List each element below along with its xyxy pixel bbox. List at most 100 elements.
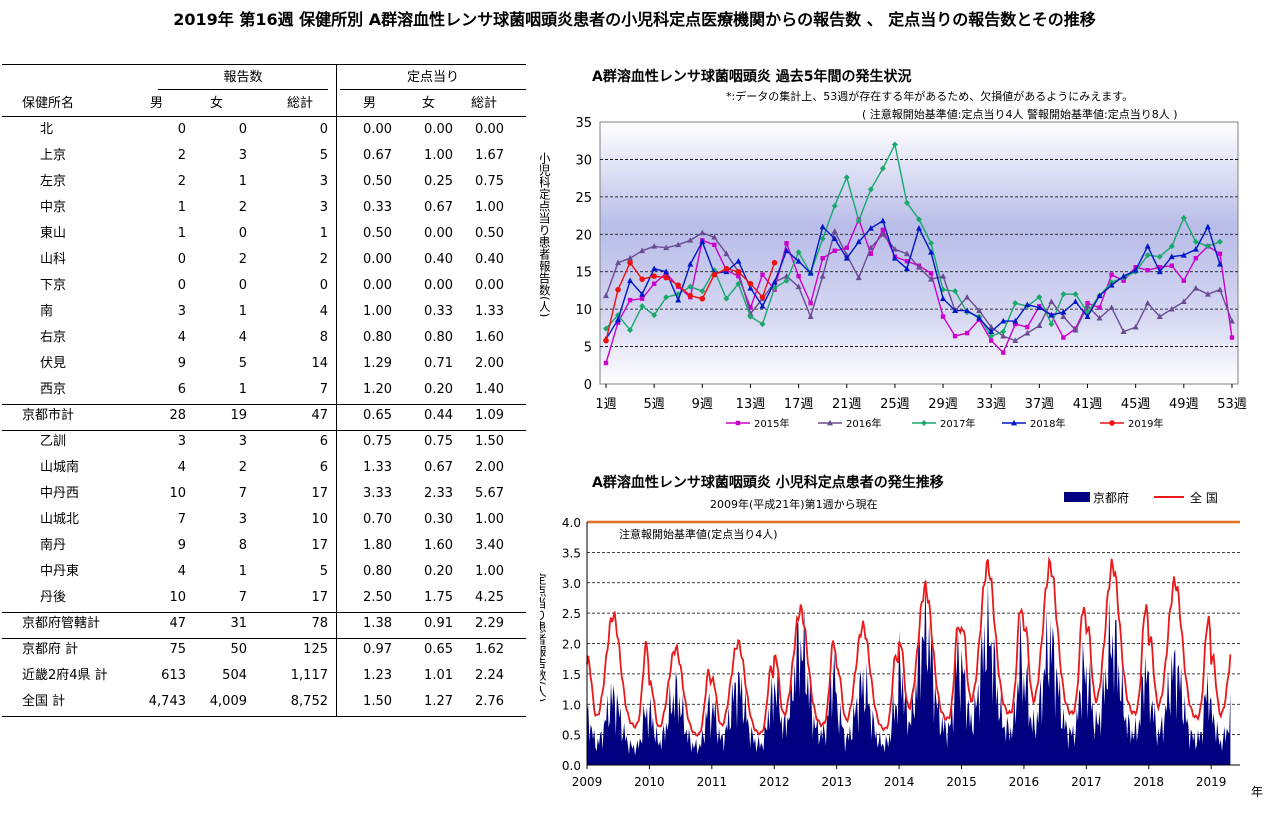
chart1-point	[795, 249, 802, 256]
chart1-point	[1180, 214, 1187, 221]
row-value: 0.00	[363, 252, 392, 267]
row-value: 0.20	[424, 382, 453, 397]
row-name: 近畿2府4県 計	[22, 668, 108, 683]
chart1-point	[1132, 267, 1139, 273]
row-value: 1.29	[363, 356, 392, 371]
chart1-point	[867, 186, 874, 193]
row-value: 0.65	[424, 642, 453, 657]
row-value: 50	[230, 642, 247, 657]
chart1-point	[964, 307, 971, 314]
row-value: 0.67	[424, 200, 453, 215]
chart1-point	[687, 237, 694, 243]
table-bottom-border	[2, 716, 526, 717]
chart1-point	[1061, 335, 1066, 340]
chart1-point	[747, 284, 754, 291]
row-value: 3	[177, 434, 186, 449]
chart1-point	[1144, 299, 1151, 306]
chart1-point	[989, 338, 994, 343]
chart1-point	[928, 276, 935, 282]
row-value: 1.00	[475, 564, 504, 579]
row-value: 2.50	[363, 590, 392, 605]
row-name: 山城北	[40, 512, 80, 527]
chart1-point	[820, 256, 825, 261]
chart1-point	[1060, 313, 1067, 320]
chart1-point	[1097, 305, 1102, 310]
row-name: 南丹	[40, 538, 67, 553]
chart1-point	[940, 295, 947, 302]
chart1-point	[1048, 321, 1055, 328]
row-value: 6	[319, 434, 328, 449]
chart1-point	[1024, 301, 1031, 308]
chart1-y-axis-label: 小児科定点当り患者報告数(人)	[540, 152, 551, 318]
chart2-y-tick-label: 4.0	[562, 516, 581, 530]
row-value: 1	[238, 174, 247, 189]
row-value: 3.33	[363, 486, 392, 501]
chart1-point	[880, 227, 886, 232]
chart1-point	[759, 294, 766, 300]
chart2-y-tick-label: 2.0	[562, 638, 581, 652]
chart1-point	[928, 240, 935, 247]
chart1-svg: 0 5 10 15 20 25 30 35 1週 5週 9週 13週 17週 21週 25週 29週 33週 37…	[540, 116, 1247, 430]
chart1-y-tick-label: 15	[575, 266, 592, 281]
chart1-x-tick-label: 45週	[1121, 397, 1151, 412]
chart2-x-tick-label: 2018	[1133, 775, 1164, 789]
row-value: 6	[177, 382, 186, 397]
chart1-legend-marker	[735, 420, 741, 426]
chart1-x-tick-label: 29週	[928, 397, 958, 412]
chart1-point	[651, 281, 657, 286]
row-value: 0.30	[424, 512, 453, 527]
row-value: 2	[238, 252, 247, 267]
chart1-point	[795, 283, 802, 290]
chart1-point	[1108, 304, 1115, 311]
chart1-point	[940, 314, 946, 319]
chart1-point	[675, 241, 682, 248]
chart1-point	[891, 246, 898, 252]
row-value: 0.50	[363, 226, 392, 241]
chart1-point	[627, 327, 634, 334]
chart1-point	[843, 255, 850, 261]
chart1-legend-label: 2018年	[1030, 417, 1065, 430]
group-separator	[2, 404, 526, 405]
row-value: 1.60	[424, 538, 453, 553]
chart1-x-tick-label: 41週	[1073, 397, 1103, 412]
row-value: 4	[238, 330, 247, 345]
chart1-point	[1204, 243, 1211, 250]
row-value: 2.29	[475, 616, 504, 631]
row-value: 1.50	[363, 694, 392, 709]
chart1-point	[1000, 317, 1007, 324]
chart1-point	[1192, 246, 1199, 252]
chart1-point	[615, 259, 622, 266]
chart2-kyoto-area	[587, 576, 1231, 765]
row-value: 7	[238, 486, 247, 501]
chart1-point	[663, 274, 669, 281]
row-value: 3.40	[475, 538, 504, 553]
row-value: 5	[238, 356, 247, 371]
row-value: 0.00	[475, 278, 504, 293]
row-value: 1.60	[475, 330, 504, 345]
chart1-point	[1144, 243, 1151, 249]
chart1-point	[615, 316, 622, 323]
row-value: 0.65	[363, 408, 392, 423]
row-value: 0.00	[363, 278, 392, 293]
table-top-border	[2, 64, 526, 65]
chart2-subtitle: 2009年(平成21年)第1週から現在	[710, 498, 878, 511]
chart1-point	[867, 244, 874, 251]
chart1-point	[735, 268, 742, 275]
chart2-y-tick-label: 1.5	[562, 668, 581, 682]
chart1-x-tick-label: 37週	[1025, 397, 1055, 412]
chart1-point	[1156, 268, 1163, 275]
row-value: 2.00	[475, 460, 504, 475]
chart1-point	[1072, 298, 1079, 305]
chart1-point	[651, 312, 658, 319]
page-title: 2019年 第16週 保健所別 A群溶血性レンサ球菌咽頭炎患者の小児科定点医療機…	[173, 10, 1096, 29]
chart1-point	[831, 202, 838, 209]
row-value: 0.00	[424, 122, 453, 137]
chart1-title: A群溶血性レンサ球菌咽頭炎 過去5年間の発生状況	[592, 69, 912, 85]
chart2-y-tick-label: 0.5	[562, 729, 581, 743]
chart1-point	[639, 276, 645, 282]
row-value: 0	[177, 122, 186, 137]
chart1-point	[903, 250, 910, 257]
chart1-point	[603, 292, 609, 299]
chart1-point	[867, 225, 874, 231]
chart1-point	[1084, 302, 1091, 309]
